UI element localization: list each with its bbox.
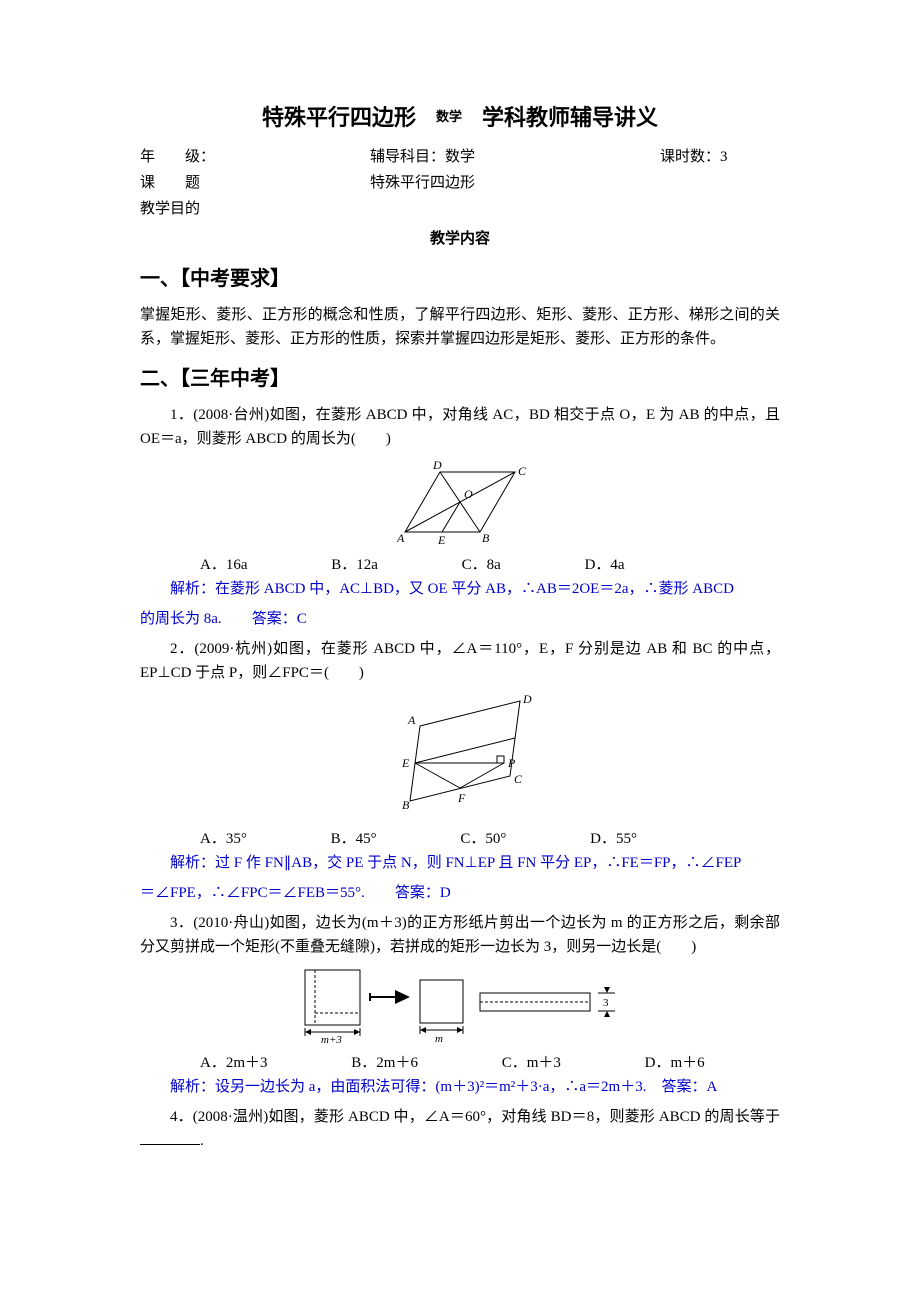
q3-figure: m+3 m 3 [140, 965, 780, 1045]
q1-stem: 1．(2008·台州)如图，在菱形 ABCD 中，对角线 AC，BD 相交于点 … [140, 403, 780, 451]
topic-value: 特殊平行四边形 [370, 171, 660, 195]
meta-row-2: 课 题 特殊平行四边形 [140, 171, 780, 195]
q3-answer-label: 答案： [662, 1079, 707, 1095]
q2-label-d: D [522, 692, 532, 706]
q2-label-b: B [402, 798, 410, 812]
q2-label-a: A [407, 713, 416, 727]
meta-row-3: 教学目的 [140, 197, 780, 221]
q3-explain-label: 解析： [170, 1079, 215, 1095]
q2-answer-label: 答案： [395, 885, 440, 901]
q1-label-b: B [482, 531, 490, 545]
q1-label-c: C [518, 464, 527, 478]
q2-explain-line2: ＝∠FPE，∴∠FPC＝∠FEB＝55°. 答案：D [140, 881, 780, 905]
q2-opt-d: D．55° [560, 827, 637, 851]
title-right: 学科教师辅导讲义 [482, 100, 658, 135]
q1-explain-text2: 的周长为 8a. [140, 611, 222, 627]
q3-label-m: m [435, 1033, 443, 1045]
topic-label: 课 题 [140, 171, 370, 195]
q4-stem-text: 4．(2008·温州)如图，菱形 ABCD 中，∠A＝60°，对角线 BD＝8，… [170, 1109, 780, 1125]
q3-svg: m+3 m 3 [295, 965, 625, 1045]
q1-figure: A B C D E O [140, 457, 780, 547]
q4-stem-end: . [200, 1133, 204, 1149]
q3-opt-c: C．m＋3 [472, 1051, 561, 1075]
q3-opt-d: D．m＋6 [615, 1051, 705, 1075]
q1-answer-label: 答案： [252, 611, 297, 627]
q2-explain-label: 解析： [170, 855, 215, 871]
q2-explain: 解析：过 F 作 FN∥AB，交 PE 于点 N，则 FN⊥EP 且 FN 平分… [140, 851, 780, 875]
q2-svg: A B C D E F P [380, 691, 540, 821]
section1-title: 一、【中考要求】 [140, 263, 780, 295]
q2-options: A．35° B．45° C．50° D．55° [140, 827, 780, 851]
q3-opt-a: A．2m＋3 [170, 1051, 268, 1075]
q1-label-d: D [432, 458, 442, 472]
q2-opt-b: B．45° [301, 827, 377, 851]
q2-opt-a: A．35° [170, 827, 247, 851]
title-left: 特殊平行四边形 [262, 100, 416, 135]
hours-label: 课时数：3 [660, 145, 780, 169]
q1-label-o: O [464, 487, 473, 501]
q2-answer: D [440, 885, 451, 901]
q3-explain-text: 设另一边长为 a，由面积法可得：(m＋3)²＝m²＋3·a，∴a＝2m＋3. [215, 1079, 646, 1095]
q3-label-3: 3 [603, 997, 609, 1009]
goal-label: 教学目的 [140, 197, 370, 221]
subject-label: 辅导科目：数学 [370, 145, 660, 169]
q2-explain-text2: ＝∠FPE，∴∠FPC＝∠FEB＝55°. [140, 885, 365, 901]
q2-explain-text: 过 F 作 FN∥AB，交 PE 于点 N，则 FN⊥EP 且 FN 平分 EP… [215, 855, 741, 871]
q1-options: A．16a B．12a C．8a D．4a [140, 553, 780, 577]
q1-opt-c: C．8a [432, 553, 501, 577]
q1-answer: C [297, 611, 307, 627]
q1-opt-a: A．16a [170, 553, 248, 577]
q1-explain-line2: 的周长为 8a. 答案：C [140, 607, 780, 631]
q2-label-c: C [514, 772, 523, 786]
q3-label-m3: m+3 [321, 1034, 342, 1045]
q3-answer: A [707, 1079, 718, 1095]
q3-options: A．2m＋3 B．2m＋6 C．m＋3 D．m＋6 [140, 1051, 780, 1075]
q2-label-f: F [457, 791, 466, 805]
q2-opt-c: C．50° [430, 827, 506, 851]
q1-svg: A B C D E O [385, 457, 535, 547]
q4-stem: 4．(2008·温州)如图，菱形 ABCD 中，∠A＝60°，对角线 BD＝8，… [140, 1105, 780, 1153]
content-label: 教学内容 [140, 227, 780, 251]
q1-opt-b: B．12a [301, 553, 378, 577]
q1-explain: 解析：在菱形 ABCD 中，AC⊥BD，又 OE 平分 AB，∴AB＝2OE＝2… [140, 577, 780, 601]
meta-row-1: 年 级： 辅导科目：数学 课时数：3 [140, 145, 780, 169]
q1-explain-label: 解析： [170, 581, 215, 597]
q3-explain: 解析：设另一边长为 a，由面积法可得：(m＋3)²＝m²＋3·a，∴a＝2m＋3… [140, 1075, 780, 1099]
q1-opt-d: D．4a [555, 553, 625, 577]
section1-text: 掌握矩形、菱形、正方形的概念和性质，了解平行四边形、矩形、菱形、正方形、梯形之间… [140, 303, 780, 351]
q2-label-p: P [507, 756, 516, 770]
q3-opt-b: B．2m＋6 [321, 1051, 418, 1075]
q2-label-e: E [401, 756, 410, 770]
title-row: 特殊平行四边形 数学 学科教师辅导讲义 [140, 100, 780, 135]
q2-stem: 2．(2009·杭州)如图，在菱形 ABCD 中，∠A＝110°，E，F 分别是… [140, 637, 780, 685]
section2-title: 二、【三年中考】 [140, 363, 780, 395]
title-mid: 数学 [436, 107, 462, 128]
q3-stem: 3．(2010·舟山)如图，边长为(m＋3)的正方形纸片剪出一个边长为 m 的正… [140, 911, 780, 959]
q1-label-e: E [437, 533, 446, 547]
q4-blank [140, 1129, 200, 1145]
q1-label-a: A [396, 531, 405, 545]
q1-explain-text: 在菱形 ABCD 中，AC⊥BD，又 OE 平分 AB，∴AB＝2OE＝2a，∴… [215, 581, 734, 597]
q2-figure: A B C D E F P [140, 691, 780, 821]
grade-label: 年 级： [140, 145, 370, 169]
